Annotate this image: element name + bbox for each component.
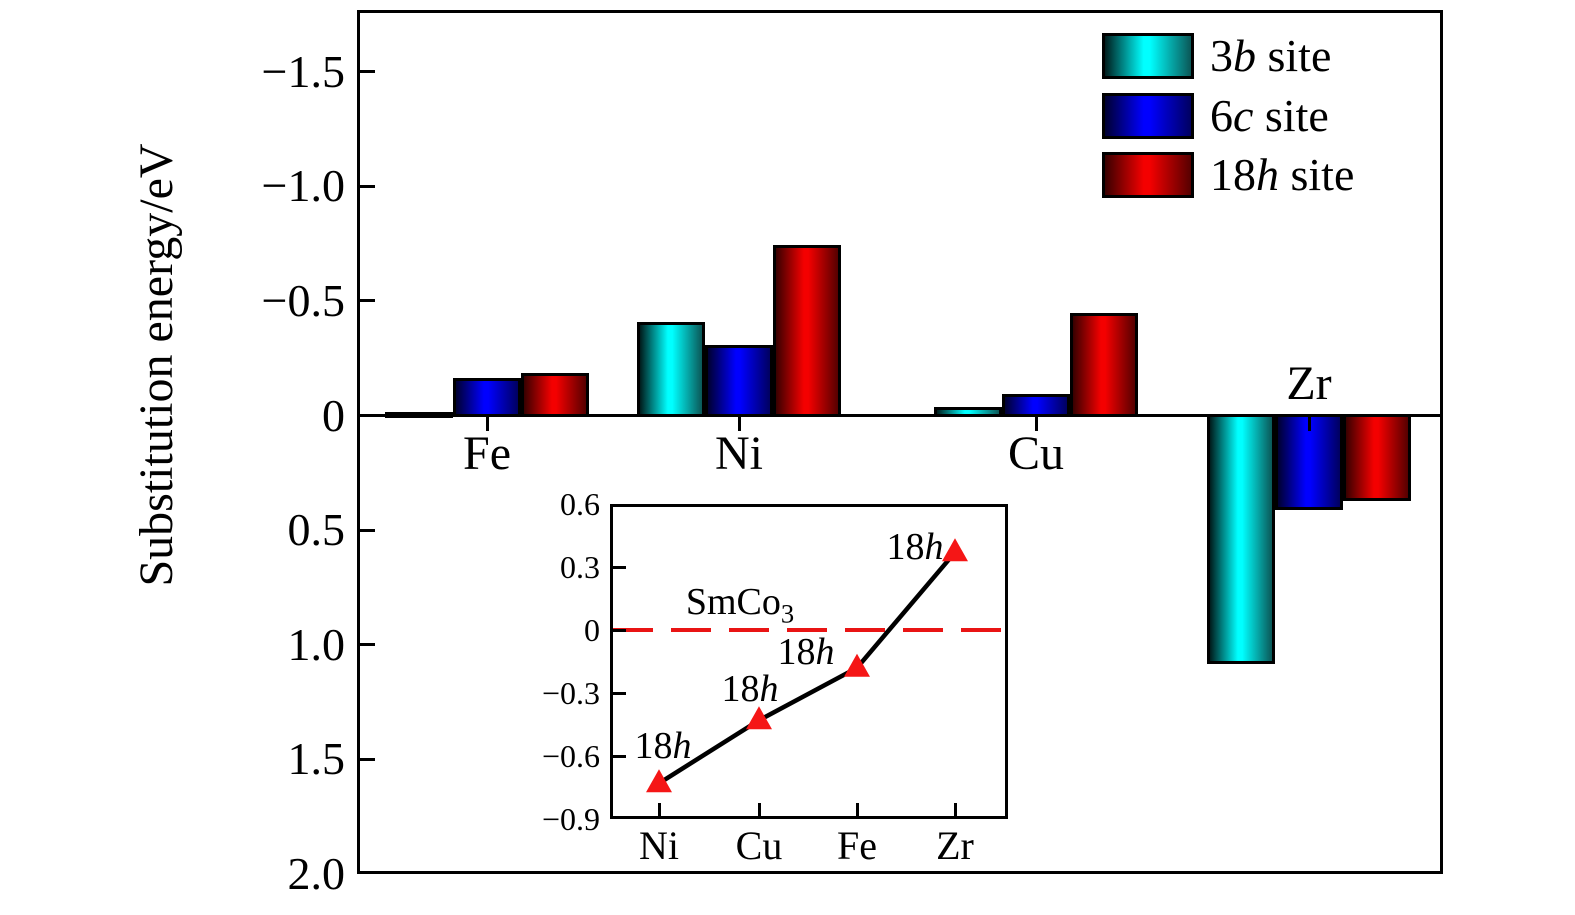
- y-axis-tick-label: −0.5: [261, 274, 345, 326]
- legend-label: 6c site: [1210, 89, 1329, 141]
- inset-y-tick-label: −0.6: [541, 738, 600, 774]
- legend-swatch: [1102, 33, 1194, 79]
- inset-plot-frame: [610, 504, 1008, 819]
- inset-data-line: [657, 550, 957, 786]
- inset-x-tick: [657, 803, 661, 816]
- inset-y-tick: [613, 628, 626, 632]
- triangle-marker: [942, 538, 968, 562]
- y-axis-tick-label: −1.5: [261, 45, 345, 97]
- triangle-marker: [646, 769, 672, 793]
- legend-swatch: [1102, 92, 1194, 139]
- y-axis-title: Substitution energy/eV: [130, 143, 183, 587]
- legend-label: 3b site: [1210, 30, 1332, 81]
- y-axis-tick-label: 0.5: [287, 504, 346, 556]
- bar-cu-18h-site: [1070, 313, 1138, 418]
- legend-swatch: [1102, 152, 1194, 198]
- inset-hline-label: SmCo3: [685, 581, 795, 629]
- y-axis-tick: [360, 70, 375, 74]
- inset-y-tick: [613, 691, 626, 695]
- inset-x-tick-label: Cu: [735, 823, 783, 868]
- zero-axis-line: [360, 414, 1440, 417]
- inset-x-tick-label: Ni: [639, 823, 679, 868]
- y-axis-tick-label: 2.0: [287, 848, 346, 900]
- inset-x-tick: [953, 803, 957, 816]
- y-axis-tick: [360, 757, 375, 761]
- bar-ni-3b-site: [637, 322, 705, 418]
- bar-fe-6c-site: [453, 377, 521, 418]
- bar-ni-18h-site: [773, 244, 841, 418]
- legend-label: 18h site: [1210, 149, 1355, 200]
- inset-y-tick-label: −0.9: [541, 801, 600, 837]
- y-axis-tick: [360, 528, 375, 532]
- x-category-label: Cu: [1007, 427, 1065, 480]
- x-axis-tick: [485, 417, 489, 431]
- inset-x-tick: [855, 803, 859, 816]
- y-axis-tick-label: 0: [322, 389, 345, 441]
- inset-y-tick-label: 0.6: [560, 486, 600, 522]
- bar-zr-3b-site: [1207, 414, 1275, 664]
- inset-y-tick-label: 0: [584, 612, 600, 648]
- y-axis-tick: [360, 184, 375, 188]
- y-axis-tick-label: −1.0: [261, 160, 345, 212]
- inset-x-tick-label: Fe: [837, 823, 877, 868]
- x-category-label: Ni: [715, 427, 763, 480]
- inset-y-tick-label: −0.3: [541, 675, 600, 711]
- inset-y-tick: [613, 565, 626, 569]
- inset-point-label: 18h: [777, 630, 835, 673]
- bar-fe-18h-site: [521, 372, 589, 418]
- x-axis-tick: [1034, 417, 1038, 431]
- inset-y-tick-label: 0.3: [560, 549, 600, 585]
- inset-point-label: 18h: [886, 526, 944, 569]
- x-category-label: Fe: [463, 427, 511, 480]
- inset-x-tick-label: Zr: [936, 823, 974, 868]
- y-axis-tick-label: 1.5: [287, 733, 346, 785]
- triangle-marker: [844, 653, 870, 677]
- inset-point-label: 18h: [634, 725, 692, 768]
- inset-point-label: 18h: [721, 668, 779, 711]
- inset-line-plot: [646, 538, 968, 793]
- triangle-marker: [746, 706, 772, 730]
- y-axis-tick: [360, 299, 375, 303]
- y-axis-tick: [360, 643, 375, 647]
- x-axis-tick: [1307, 417, 1311, 431]
- inset-x-tick: [757, 803, 761, 816]
- x-category-label: Zr: [1286, 357, 1332, 410]
- inset-zero-dashed-line: [613, 628, 1005, 632]
- bar-zr-18h-site: [1343, 414, 1411, 501]
- y-axis-tick-label: 1.0: [287, 618, 346, 670]
- x-axis-tick: [737, 417, 741, 431]
- main-plot-frame: [357, 10, 1443, 874]
- inset-y-tick: [613, 754, 626, 758]
- bar-ni-6c-site: [705, 345, 773, 418]
